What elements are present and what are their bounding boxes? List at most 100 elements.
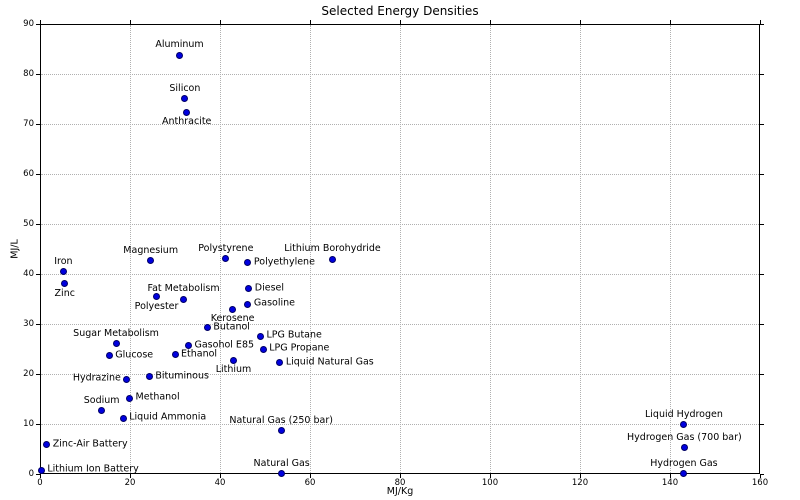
- point-label: Bituminous: [155, 370, 209, 382]
- y-axis-tick: [36, 324, 40, 325]
- point-label: Natural Gas (250 bar): [229, 414, 333, 426]
- point-label: Gasoline: [253, 297, 295, 309]
- y-tick-label: 60: [23, 169, 34, 179]
- point-label: Polyethylene: [253, 256, 315, 268]
- point-label: Hydrogen Gas: [650, 457, 718, 469]
- x-tick-label: 140: [661, 478, 679, 488]
- data-point: [185, 342, 192, 349]
- y-tick-label: 10: [23, 419, 34, 429]
- x-axis-tick: [670, 474, 671, 478]
- point-label: Liquid Ammonia: [129, 411, 207, 423]
- y-axis-tick-right: [760, 324, 764, 325]
- data-point: [277, 427, 285, 434]
- data-point: [112, 340, 120, 347]
- y-tick-label: 40: [23, 269, 34, 279]
- x-axis-tick: [130, 474, 131, 478]
- point-label: Lithium Ion Battery: [47, 463, 139, 475]
- y-tick-label: 20: [23, 369, 34, 379]
- point-label: Liquid Natural Gas: [285, 356, 374, 368]
- x-axis-tick-top: [130, 20, 131, 24]
- x-tick-label: 160: [751, 478, 769, 488]
- grid-line-horizontal: [41, 224, 759, 225]
- point-label: Glucose: [115, 349, 154, 361]
- point-label: Sugar Metabolism: [73, 327, 159, 339]
- point-label: Anthracite: [161, 116, 212, 127]
- grid-line-horizontal: [41, 274, 759, 275]
- y-axis-tick: [36, 224, 40, 225]
- x-tick-label: 120: [571, 478, 589, 488]
- data-point: [43, 441, 51, 448]
- data-point: [153, 293, 161, 300]
- x-tick-label: 80: [394, 478, 406, 488]
- y-axis-tick-right: [760, 174, 764, 175]
- data-point: [119, 414, 127, 422]
- point-label: Natural Gas: [253, 457, 310, 469]
- y-axis-tick: [36, 274, 40, 275]
- x-tick-label: 20: [124, 478, 136, 488]
- point-label: Lithium: [215, 364, 252, 375]
- y-axis-tick: [36, 374, 40, 375]
- y-axis-tick-right: [760, 374, 764, 375]
- data-point: [59, 268, 67, 275]
- point-label: Silicon: [169, 82, 201, 94]
- data-point: [680, 421, 688, 428]
- data-point: [37, 466, 45, 474]
- point-label: Diesel: [254, 282, 285, 294]
- grid-line-horizontal: [41, 374, 759, 375]
- data-point: [105, 352, 113, 359]
- data-point: [126, 394, 134, 402]
- data-point: [680, 444, 688, 451]
- data-point: [61, 280, 69, 287]
- data-point: [329, 255, 336, 263]
- grid-line-vertical: [220, 25, 221, 473]
- x-axis-tick: [580, 474, 581, 478]
- point-label: Iron: [54, 255, 73, 267]
- grid-line-vertical: [400, 25, 401, 473]
- x-axis-tick-top: [310, 20, 311, 24]
- y-tick-label: 30: [23, 319, 34, 329]
- x-axis-tick-top: [220, 20, 221, 24]
- grid-line-horizontal: [41, 424, 759, 425]
- x-axis-tick: [40, 474, 41, 478]
- x-axis-tick: [490, 474, 491, 478]
- y-tick-label: 70: [23, 119, 34, 129]
- y-axis-tick: [36, 74, 40, 75]
- x-axis-tick: [760, 474, 761, 478]
- y-axis-tick: [36, 474, 40, 475]
- y-axis-tick: [36, 24, 40, 25]
- data-point: [229, 305, 237, 313]
- y-tick-label: 50: [23, 219, 34, 229]
- x-axis-tick-top: [400, 20, 401, 24]
- point-label: Ethanol: [181, 348, 218, 360]
- y-axis-tick: [36, 124, 40, 125]
- data-point: [259, 345, 267, 353]
- data-point: [257, 332, 264, 340]
- y-axis-tick-right: [760, 424, 764, 425]
- data-point: [171, 351, 179, 358]
- x-axis-label: MJ/Kg: [386, 486, 414, 497]
- y-tick-label: 0: [28, 469, 34, 479]
- x-axis-tick: [310, 474, 311, 478]
- data-point: [183, 108, 191, 116]
- data-point: [245, 285, 253, 292]
- x-axis-tick-top: [490, 20, 491, 24]
- y-tick-label: 80: [23, 69, 34, 79]
- point-label: LPG Butane: [266, 329, 322, 341]
- point-label: Methanol: [135, 391, 180, 403]
- y-axis-tick-right: [760, 74, 764, 75]
- data-point: [145, 373, 153, 380]
- point-label: LPG Propane: [269, 342, 330, 354]
- point-label: Kerosene: [210, 313, 255, 324]
- x-axis-tick: [400, 474, 401, 478]
- x-axis-tick-top: [40, 20, 41, 24]
- data-point: [180, 295, 188, 303]
- point-label: Hydrazine: [72, 372, 121, 384]
- data-point: [276, 359, 284, 366]
- y-axis-tick-right: [760, 274, 764, 275]
- grid-line-vertical: [310, 25, 311, 473]
- y-tick-label: 90: [23, 19, 34, 29]
- data-point: [230, 356, 237, 364]
- point-label: Sodium: [83, 394, 120, 406]
- data-point: [680, 470, 688, 477]
- point-label: Polyester: [134, 300, 179, 312]
